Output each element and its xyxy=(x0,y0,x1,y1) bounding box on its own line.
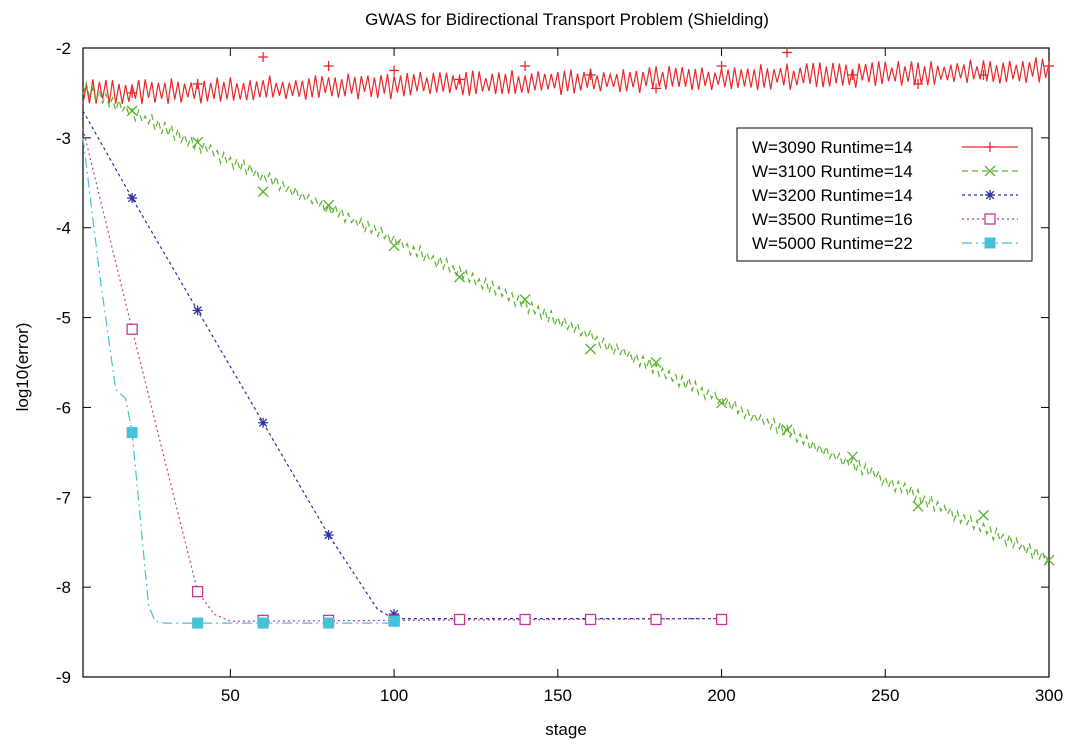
data-point-marker xyxy=(127,193,138,204)
legend-label: W=3090 Runtime=14 xyxy=(752,138,913,157)
data-point-marker xyxy=(716,397,728,409)
data-point-marker xyxy=(782,47,793,58)
data-point-marker xyxy=(585,69,596,80)
legend-item: W=3100 Runtime=14 xyxy=(752,162,1018,181)
data-point-marker xyxy=(257,186,269,198)
data-point-marker xyxy=(984,165,996,177)
x-tick-label: 200 xyxy=(707,686,735,705)
y-tick-label: -9 xyxy=(56,668,71,687)
series-line xyxy=(82,137,395,624)
data-point-marker xyxy=(257,617,269,629)
series-4 xyxy=(82,128,728,627)
chart-title: GWAS for Bidirectional Transport Problem… xyxy=(365,10,769,29)
data-point-marker xyxy=(1043,554,1055,566)
x-tick-label: 250 xyxy=(871,686,899,705)
legend: W=3090 Runtime=14 W=3100 Runtime=14 W=3200… xyxy=(736,127,1033,262)
x-tick-label: 50 xyxy=(221,686,240,705)
y-tick-label: -2 xyxy=(56,39,71,58)
data-point-marker xyxy=(389,65,400,76)
legend-item: W=3500 Runtime=16 xyxy=(752,210,1018,229)
series-3 xyxy=(82,110,722,620)
series-layer xyxy=(82,47,1055,629)
x-tick-label: 100 xyxy=(380,686,408,705)
data-point-marker xyxy=(985,142,995,152)
legend-label: W=3200 Runtime=14 xyxy=(752,186,913,205)
data-point-marker xyxy=(585,343,597,355)
data-point-marker xyxy=(519,613,531,626)
data-point-marker xyxy=(192,136,204,148)
data-point-marker xyxy=(650,613,662,626)
y-tick-label: -8 xyxy=(56,578,71,597)
data-point-marker xyxy=(126,105,138,117)
data-point-marker xyxy=(126,427,138,439)
y-tick-label: -4 xyxy=(56,219,71,238)
data-point-marker xyxy=(984,213,996,225)
series-1 xyxy=(82,47,1054,105)
y-tick-label: -7 xyxy=(56,488,71,507)
series-5 xyxy=(82,137,400,629)
legend-item: W=3200 Runtime=14 xyxy=(752,186,1018,205)
legend-item: W=5000 Runtime=22 xyxy=(752,234,1018,253)
data-point-marker xyxy=(192,305,203,316)
data-point-marker xyxy=(323,530,334,541)
data-point-marker xyxy=(126,323,138,335)
series-line xyxy=(82,80,1050,566)
data-point-marker xyxy=(191,585,204,598)
data-point-marker xyxy=(847,451,858,463)
data-point-marker xyxy=(1044,60,1054,71)
plot-frame xyxy=(82,47,1050,678)
data-point-marker xyxy=(388,240,400,252)
data-point-marker xyxy=(388,615,400,627)
data-point-marker xyxy=(323,199,335,211)
data-point-marker xyxy=(651,83,662,94)
data-point-marker xyxy=(650,357,662,368)
data-point-marker xyxy=(323,60,334,71)
data-point-marker xyxy=(520,60,531,71)
series-line xyxy=(82,110,722,620)
legend-label: W=3500 Runtime=16 xyxy=(752,210,913,229)
data-point-marker xyxy=(978,509,989,521)
data-point-marker xyxy=(715,613,728,626)
legend-label: W=5000 Runtime=22 xyxy=(752,234,913,253)
plot-border xyxy=(82,47,1050,678)
data-point-marker xyxy=(323,617,335,629)
data-point-marker xyxy=(978,69,989,80)
data-point-marker xyxy=(912,500,924,512)
data-point-marker xyxy=(454,74,465,85)
x-axis-title: stage xyxy=(545,720,587,739)
data-point-marker xyxy=(519,294,531,306)
data-point-marker xyxy=(985,190,995,200)
data-point-marker xyxy=(258,51,269,62)
data-point-marker xyxy=(847,69,858,80)
data-point-marker xyxy=(127,87,138,98)
y-tick-label: -6 xyxy=(56,398,71,417)
y-tick-label: -5 xyxy=(56,309,71,328)
data-point-marker xyxy=(192,617,204,629)
y-axis-title: log10(error) xyxy=(13,323,32,412)
legend-label: W=3100 Runtime=14 xyxy=(752,162,913,181)
series-line xyxy=(82,57,1050,105)
data-point-marker xyxy=(913,78,924,89)
data-point-marker xyxy=(258,417,269,428)
data-point-marker xyxy=(984,237,996,249)
series-line xyxy=(82,128,722,622)
data-point-marker xyxy=(192,78,203,89)
axes-layer: 50 100 150 200 250 300 -9 -8 -7 -6 -5 -4 -3 -2 xyxy=(56,39,1063,705)
series-2 xyxy=(82,80,1055,566)
data-point-marker xyxy=(716,60,727,71)
data-point-marker xyxy=(453,613,466,626)
data-point-marker xyxy=(781,424,793,436)
legend-item: W=3090 Runtime=14 xyxy=(752,138,1018,157)
data-point-marker xyxy=(454,271,466,283)
y-tick-label: -3 xyxy=(56,129,71,148)
data-point-marker xyxy=(584,613,597,626)
x-tick-label: 150 xyxy=(544,686,572,705)
x-tick-label: 300 xyxy=(1035,686,1063,705)
